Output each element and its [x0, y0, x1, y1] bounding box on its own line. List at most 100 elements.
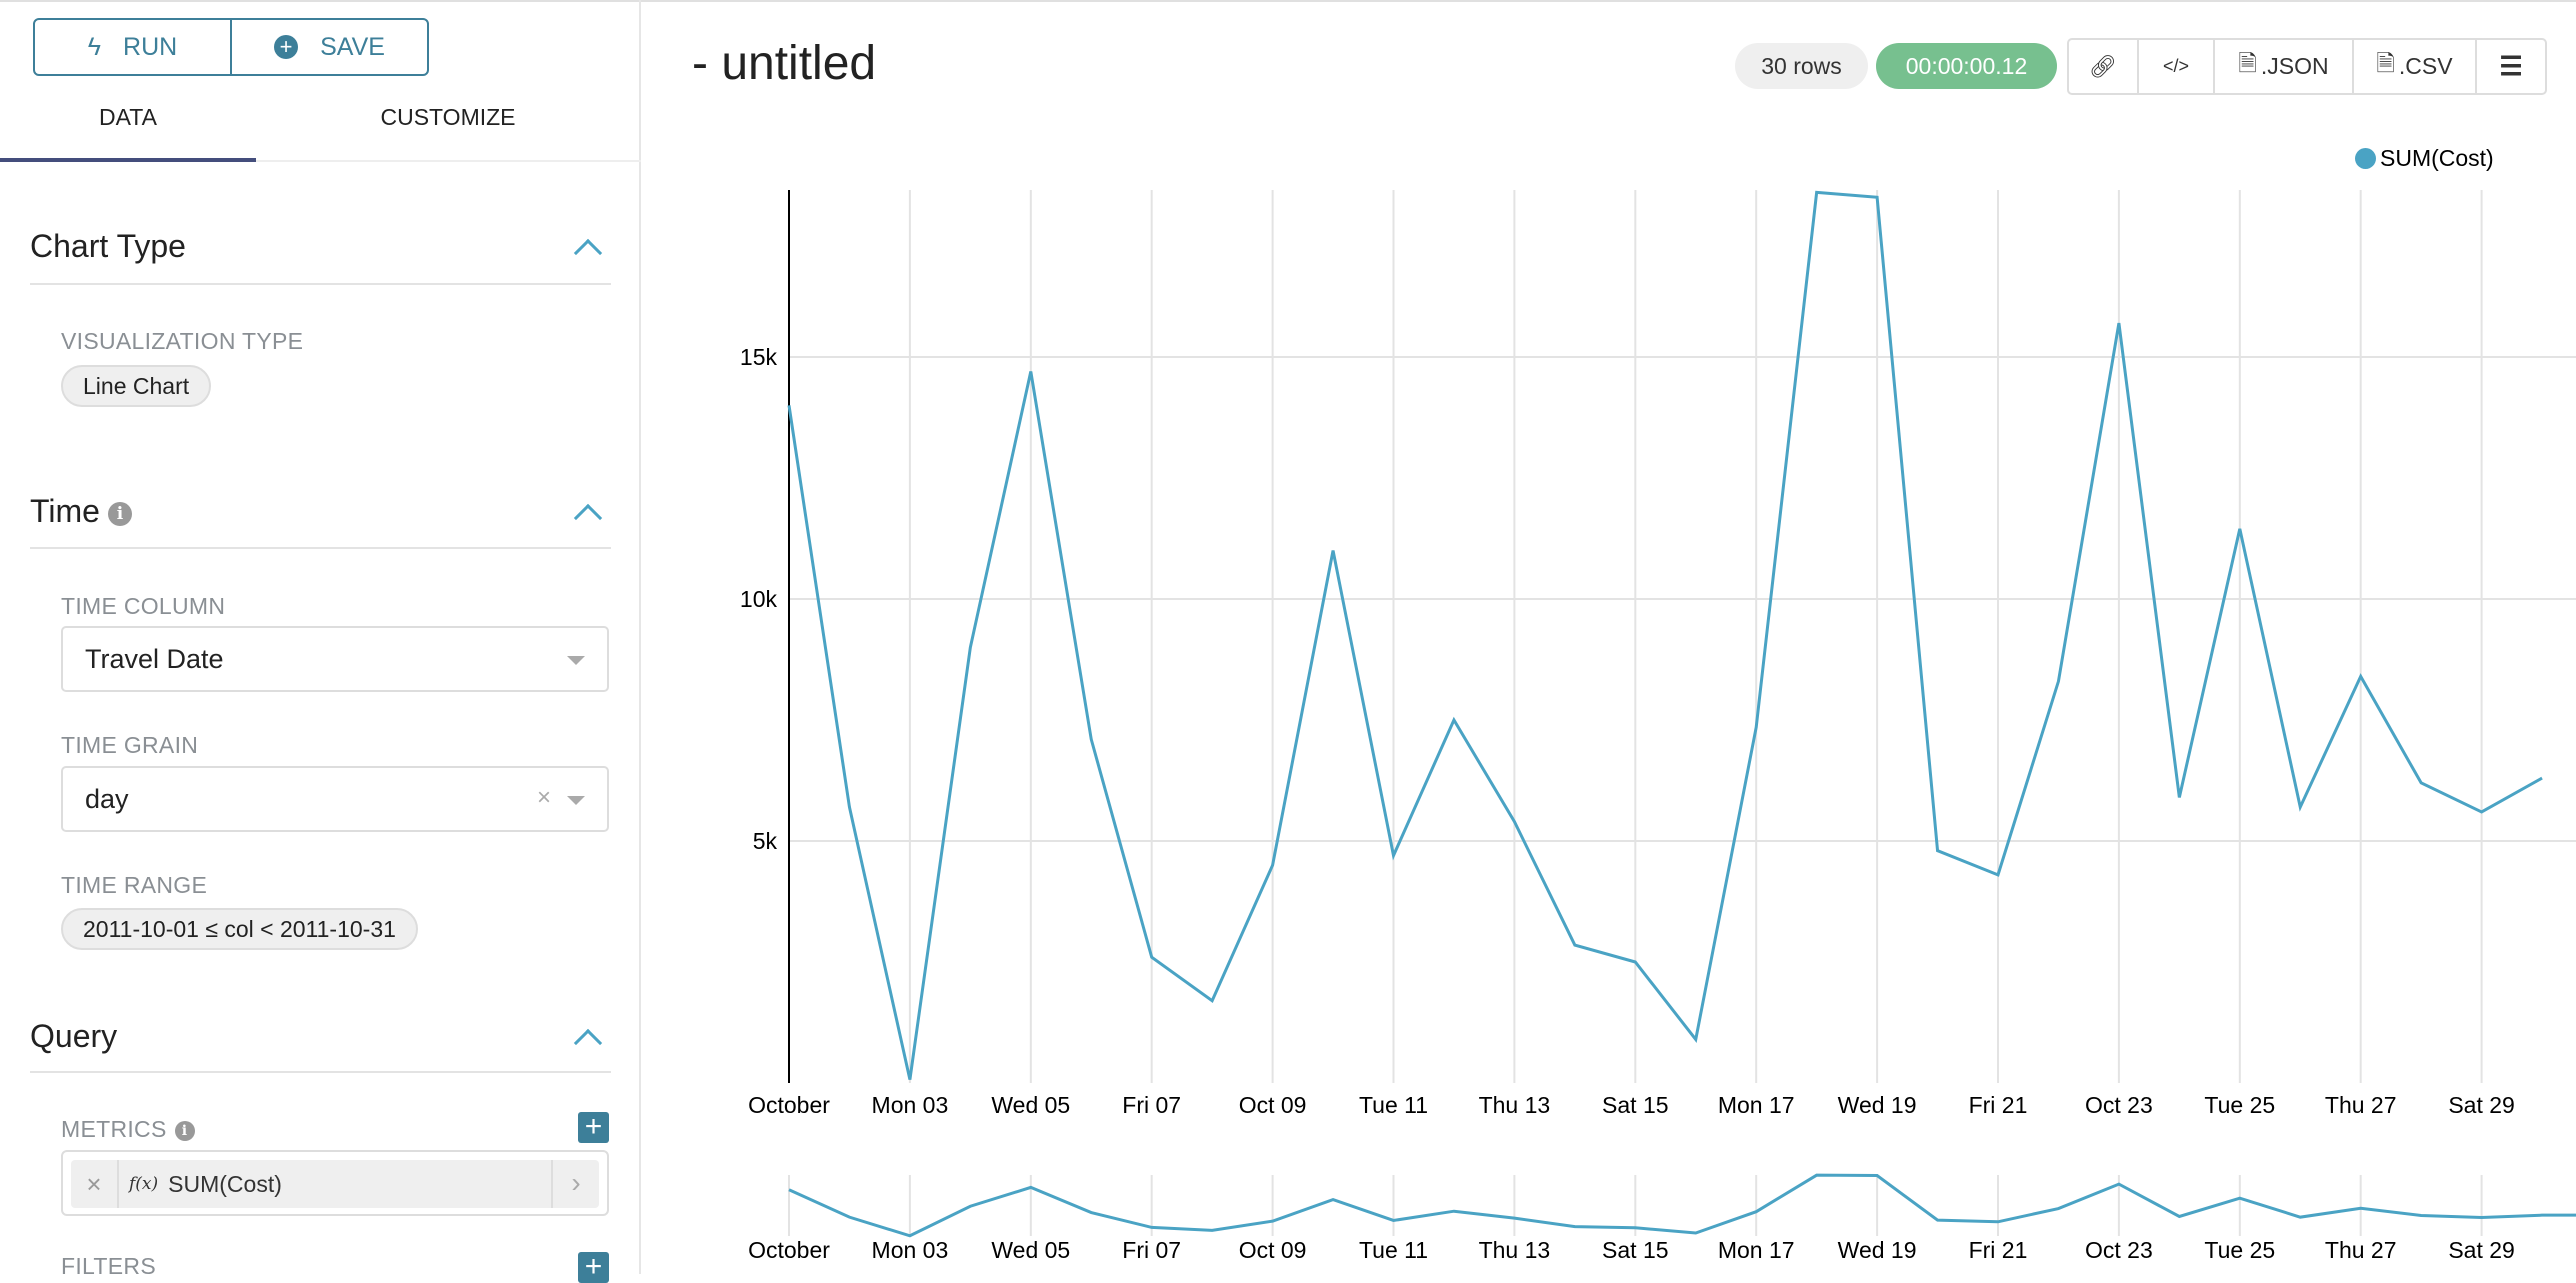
control-panel: ϟ RUN + SAVE DATA CUSTOMIZE Chart Type VIS… [0, 0, 641, 1283]
x-tick-label: Tue 25 [2204, 1092, 2275, 1118]
csv-label: .CSV [2398, 53, 2453, 79]
code-icon: </> [2162, 56, 2190, 76]
chart-title[interactable]: - untitled [692, 37, 877, 90]
brush-x-tick-label: Mon 17 [1718, 1237, 1795, 1263]
save-button[interactable]: + SAVE [230, 20, 427, 74]
metrics-label-text: METRICS [61, 1116, 167, 1142]
row-count-badge: 30 rows [1735, 43, 1868, 89]
hamburger-icon: ☰ [2499, 51, 2523, 81]
run-label: RUN [123, 32, 178, 61]
file-code-icon: 🗎 [2238, 50, 2257, 76]
brush-x-tick-label: Thu 27 [2325, 1237, 2397, 1263]
chevron-up-icon[interactable] [573, 1028, 603, 1058]
save-label: SAVE [320, 32, 385, 61]
time-column-select[interactable]: Travel Date [61, 626, 609, 692]
run-button[interactable]: ϟ RUN [35, 20, 230, 74]
section-query-title[interactable]: Query [30, 1018, 118, 1054]
chevron-right-icon[interactable]: › [551, 1160, 599, 1208]
active-tab-indicator [0, 158, 256, 162]
remove-icon[interactable]: × [71, 1160, 119, 1208]
tab-divider [0, 160, 641, 162]
time-grain-label: TIME GRAIN [61, 732, 199, 758]
filters-label: FILTERS [61, 1253, 156, 1279]
x-tick-label: Sat 15 [1602, 1092, 1669, 1118]
time-grain-select[interactable]: day × [61, 766, 609, 832]
y-tick-label: 15k [740, 344, 778, 370]
x-tick-label: Fri 21 [1969, 1092, 2028, 1118]
x-tick-label: Mon 03 [872, 1092, 949, 1118]
brush-x-tick-label: Oct 09 [1239, 1237, 1307, 1263]
x-tick-label: Tue 11 [1359, 1092, 1428, 1118]
query-timer-badge: 00:00:00.12 [1876, 43, 2057, 89]
x-tick-label: Fri 07 [1122, 1092, 1181, 1118]
legend-dot-icon [2355, 148, 2376, 169]
brush-series-line [788, 1173, 2576, 1238]
time-grain-value: day [85, 783, 129, 814]
section-time-title[interactable]: Time i [30, 493, 132, 530]
viz-type-selector[interactable]: Line Chart [61, 365, 212, 407]
section-chart-type-title[interactable]: Chart Type [30, 228, 186, 264]
chevron-up-icon[interactable] [573, 503, 603, 533]
chevron-up-icon[interactable] [573, 238, 603, 268]
time-range-label: TIME RANGE [61, 872, 208, 898]
metric-tag[interactable]: × f(x) SUM(Cost) › [71, 1160, 599, 1208]
more-menu-button[interactable]: ☰ [2477, 40, 2545, 93]
legend-label: SUM(Cost) [2380, 145, 2494, 171]
brush-x-tick-label: Sat 15 [1602, 1237, 1669, 1263]
brush-x-tick-label: Fri 21 [1969, 1237, 2028, 1263]
y-tick-label: 10k [740, 586, 778, 612]
brush-x-tick-label: Tue 11 [1359, 1237, 1428, 1263]
json-label: .JSON [2260, 53, 2329, 79]
tab-data[interactable]: DATA [99, 104, 157, 130]
embed-code-button[interactable]: </> [2139, 40, 2215, 93]
metrics-label: METRICS i [61, 1116, 195, 1143]
y-tick-label: 5k [753, 828, 778, 854]
brush-x-tick-label: Fri 07 [1122, 1237, 1181, 1263]
caret-down-icon [567, 796, 585, 805]
x-tick-label: Wed 19 [1838, 1092, 1917, 1118]
brush-x-tick-label: Wed 05 [991, 1237, 1070, 1263]
legend-item[interactable]: SUM(Cost) [2355, 145, 2494, 172]
export-json-button[interactable]: 🗎 .JSON [2215, 40, 2354, 93]
brush-x-tick-label: Mon 03 [872, 1237, 949, 1263]
top-border [0, 0, 2576, 2]
metrics-field: × f(x) SUM(Cost) › [61, 1150, 609, 1216]
brush-x-tick-label: Thu 13 [1479, 1237, 1551, 1263]
info-icon[interactable]: i [107, 501, 132, 526]
function-icon: f(x) [129, 1174, 159, 1194]
series-line [787, 190, 2543, 1080]
add-filter-button[interactable]: + [578, 1252, 609, 1283]
file-text-icon: 🗎 [2376, 50, 2395, 76]
x-tick-label: Wed 05 [991, 1092, 1070, 1118]
bolt-icon: ϟ [87, 32, 102, 61]
metric-value: SUM(Cost) [168, 1170, 282, 1197]
brush-x-tick-label: Sat 29 [2448, 1237, 2515, 1263]
time-range-selector[interactable]: 2011-10-01 ≤ col < 2011-10-31 [61, 908, 418, 950]
time-column-value: Travel Date [85, 643, 224, 674]
x-tick-label: Oct 09 [1239, 1092, 1307, 1118]
clear-icon[interactable]: × [536, 784, 551, 811]
time-title: Time [30, 493, 100, 529]
link-icon: 🔗︎ [2089, 53, 2117, 79]
brush-x-tick-label: Wed 19 [1838, 1237, 1917, 1263]
time-column-label: TIME COLUMN [61, 593, 226, 619]
x-tick-label: Mon 17 [1718, 1092, 1795, 1118]
divider [30, 1071, 611, 1073]
export-csv-button[interactable]: 🗎 .CSV [2354, 40, 2477, 93]
caret-down-icon [567, 656, 585, 665]
x-tick-label: Sat 29 [2448, 1092, 2515, 1118]
info-icon[interactable]: i [174, 1120, 195, 1141]
divider [30, 547, 611, 549]
x-tick-label: Thu 13 [1479, 1092, 1551, 1118]
action-button-group: 🔗︎ </> 🗎 .JSON 🗎 .CSV ☰ [2067, 38, 2547, 95]
tab-customize[interactable]: CUSTOMIZE [380, 104, 516, 130]
x-tick-label: October [748, 1092, 830, 1118]
line-chart: 5k 10k 15k October October Mon 03 Mon 03 Wed 05… [740, 190, 2576, 1263]
add-metric-button[interactable]: + [578, 1112, 609, 1143]
plus-circle-icon: + [274, 35, 299, 59]
x-tick-label: Thu 27 [2325, 1092, 2397, 1118]
x-tick-label: Oct 23 [2085, 1092, 2153, 1118]
brush-x-tick-label: Tue 25 [2204, 1237, 2275, 1263]
share-link-button[interactable]: 🔗︎ [2069, 40, 2139, 93]
brush-x-tick-label: Oct 23 [2085, 1237, 2153, 1263]
